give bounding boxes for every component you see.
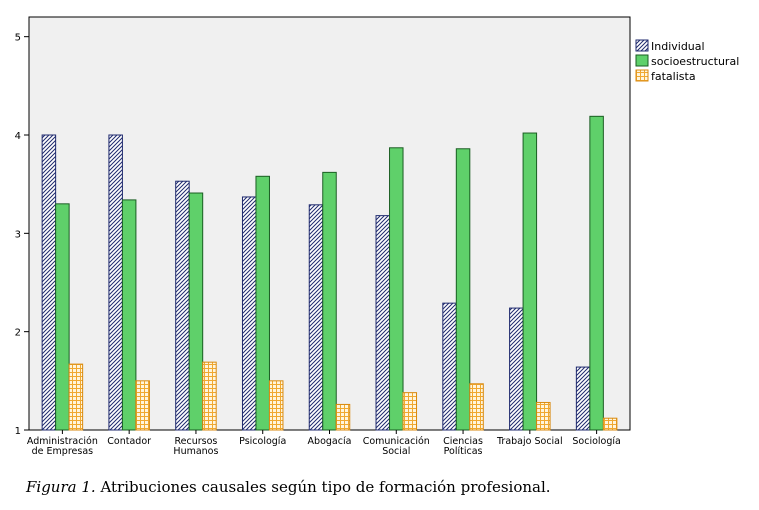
figure-label: Figura 1. bbox=[26, 478, 96, 496]
x-category-label: Humanos bbox=[173, 446, 218, 457]
bar-socioestructural-4 bbox=[322, 171, 337, 431]
x-category-label: Recursos bbox=[174, 436, 217, 447]
bar-socioestructural-5 bbox=[389, 147, 404, 431]
legend-label-individual: Individual bbox=[651, 40, 705, 53]
bar-fatalista-0 bbox=[68, 363, 84, 431]
bar-individual-0 bbox=[41, 134, 57, 431]
bar-individual-5 bbox=[375, 215, 391, 431]
figure-caption: Figura 1. Atribuciones causales según ti… bbox=[26, 478, 746, 496]
bar-individual-1 bbox=[108, 134, 123, 431]
x-category-label: Trabajo Social bbox=[496, 436, 563, 447]
bar-fatalista-7 bbox=[536, 401, 551, 431]
bar-fatalista-6 bbox=[469, 383, 484, 431]
bar-fatalista-8 bbox=[602, 417, 618, 431]
x-category-label: Ciencias bbox=[443, 436, 483, 447]
bar-socioestructural-0 bbox=[55, 203, 70, 431]
legend-label-fatalista: fatalista bbox=[651, 70, 696, 83]
bar-socioestructural-6 bbox=[455, 148, 471, 431]
bar-individual-7 bbox=[509, 307, 524, 431]
bar-socioestructural-2 bbox=[188, 192, 204, 431]
bar-individual-8 bbox=[575, 366, 591, 431]
x-category-label: Social bbox=[382, 446, 410, 457]
bar-socioestructural-1 bbox=[121, 199, 137, 431]
x-category-label: Contador bbox=[107, 436, 151, 447]
bar-individual-2 bbox=[175, 180, 190, 431]
x-category-label: Políticas bbox=[444, 446, 483, 457]
bar-fatalista-5 bbox=[402, 392, 418, 431]
bar-fatalista-1 bbox=[135, 380, 150, 431]
bars bbox=[41, 115, 618, 431]
x-category-label: Abogacía bbox=[308, 436, 352, 447]
y-tick-label: 2 bbox=[15, 328, 21, 339]
bar-fatalista-3 bbox=[268, 380, 284, 431]
legend: Individual socioestructural fatalista bbox=[635, 39, 739, 83]
bar-socioestructural-8 bbox=[589, 115, 604, 431]
bar-fatalista-4 bbox=[335, 403, 351, 431]
caption-text: Atribuciones causales según tipo de form… bbox=[95, 478, 551, 496]
y-tick-label: 5 bbox=[15, 33, 21, 44]
x-category-label: Administración bbox=[27, 436, 98, 447]
legend-swatch-individual bbox=[635, 39, 649, 52]
x-category-label: Psicología bbox=[239, 436, 286, 447]
x-category-label: Sociología bbox=[572, 436, 620, 447]
legend-label-socioestructural: socioestructural bbox=[651, 55, 739, 68]
x-category-label: Comunicación bbox=[363, 436, 430, 447]
y-axis: 1 2 3 4 5 bbox=[15, 33, 29, 437]
bar-socioestructural-7 bbox=[522, 132, 538, 431]
x-category-label: de Empresas bbox=[32, 446, 93, 457]
bar-individual-6 bbox=[442, 302, 457, 431]
bar-socioestructural-3 bbox=[255, 175, 270, 431]
y-tick-label: 1 bbox=[15, 426, 21, 437]
bar-individual-3 bbox=[241, 196, 257, 431]
bar-fatalista-2 bbox=[202, 361, 217, 431]
y-tick-label: 4 bbox=[15, 131, 21, 142]
legend-swatch-fatalista bbox=[635, 69, 649, 82]
bar-individual-4 bbox=[308, 204, 324, 431]
y-tick-label: 3 bbox=[15, 229, 21, 240]
legend-swatch-socioestructural bbox=[635, 54, 649, 67]
